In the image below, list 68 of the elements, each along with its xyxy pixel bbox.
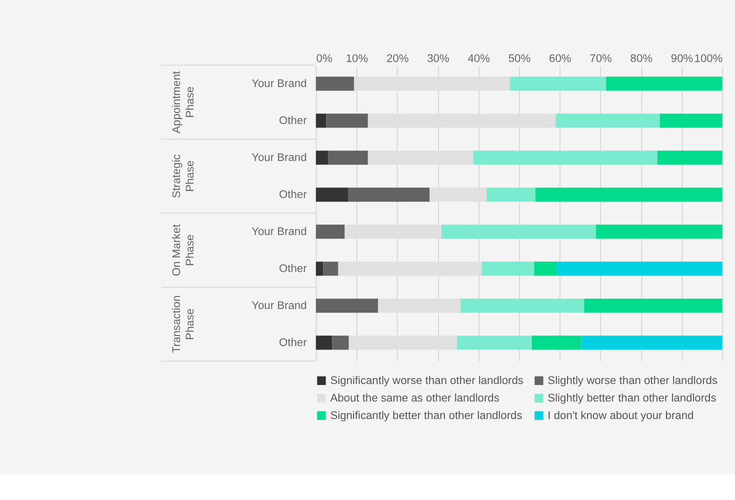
bar (326, 114, 368, 128)
bar (348, 336, 457, 350)
bar (441, 224, 596, 239)
bar (657, 150, 722, 165)
bar (354, 76, 510, 91)
legend-label: Slightly better than other landlords (548, 392, 717, 404)
legend-label: Significantly worse than other landlords (330, 374, 524, 387)
x-tick-label: 40% (468, 52, 490, 65)
text: Appointment Phase (171, 70, 197, 134)
y-tick-label: Other (278, 336, 308, 349)
y-tick-label: Your Brand (252, 226, 307, 238)
bar (486, 188, 536, 202)
bar (473, 150, 658, 165)
y-tick-label: Your Brand (252, 300, 307, 312)
legend-label: I don't know about your brand (548, 410, 694, 422)
bar (581, 336, 722, 350)
x-tick-label: 60% (549, 52, 572, 65)
bar (316, 262, 324, 276)
x-tick-label: 80% (630, 52, 653, 65)
bar (344, 224, 442, 239)
x-tick-label: 30% (427, 52, 450, 65)
bar (316, 188, 348, 202)
x-tick-label: 0% (316, 52, 332, 65)
bar (556, 114, 660, 128)
bar (316, 150, 328, 165)
bar (316, 336, 332, 350)
x-tick-label: 70% (590, 52, 612, 65)
bar (316, 298, 378, 313)
x-tick-label: 90% (670, 52, 694, 65)
bar (338, 262, 482, 276)
bar (316, 76, 354, 91)
bar (378, 298, 461, 313)
legend-label: Significantly better than other landlords (330, 410, 523, 422)
x-tick-label: 10% (346, 52, 368, 65)
text: Strategic Phase (171, 154, 197, 198)
y-tick-label: Your Brand (252, 78, 307, 90)
x-tick-label: 100% (694, 52, 723, 65)
bar (556, 262, 722, 276)
text: Transaction Phase (171, 295, 197, 354)
bar (460, 298, 584, 313)
bar (532, 336, 582, 350)
bar (660, 114, 722, 128)
bar (584, 298, 722, 313)
legend-label: Slightly worse than other landlords (548, 374, 718, 387)
bar (482, 262, 534, 276)
bar (323, 262, 338, 276)
bar (534, 262, 556, 276)
bar (368, 114, 556, 128)
bar (316, 114, 326, 128)
bar (348, 188, 430, 202)
bar (606, 76, 722, 91)
bar (332, 336, 349, 350)
x-tick-label: 20% (386, 52, 409, 65)
bar (456, 336, 532, 350)
y-tick-label: Other (278, 262, 308, 275)
y-tick-label: Other (278, 114, 308, 127)
bar (430, 188, 487, 202)
legend-label: About the same as other landlords (330, 392, 500, 404)
bar (328, 150, 368, 165)
y-tick-label: Your Brand (252, 152, 307, 164)
x-tick-label: 50% (508, 52, 531, 65)
bar (535, 188, 722, 202)
text: On Market Phase (171, 224, 197, 276)
bar (316, 224, 345, 239)
bar (510, 76, 606, 91)
bar (368, 150, 474, 165)
bar (596, 224, 722, 239)
y-tick-label: Other (278, 188, 308, 201)
